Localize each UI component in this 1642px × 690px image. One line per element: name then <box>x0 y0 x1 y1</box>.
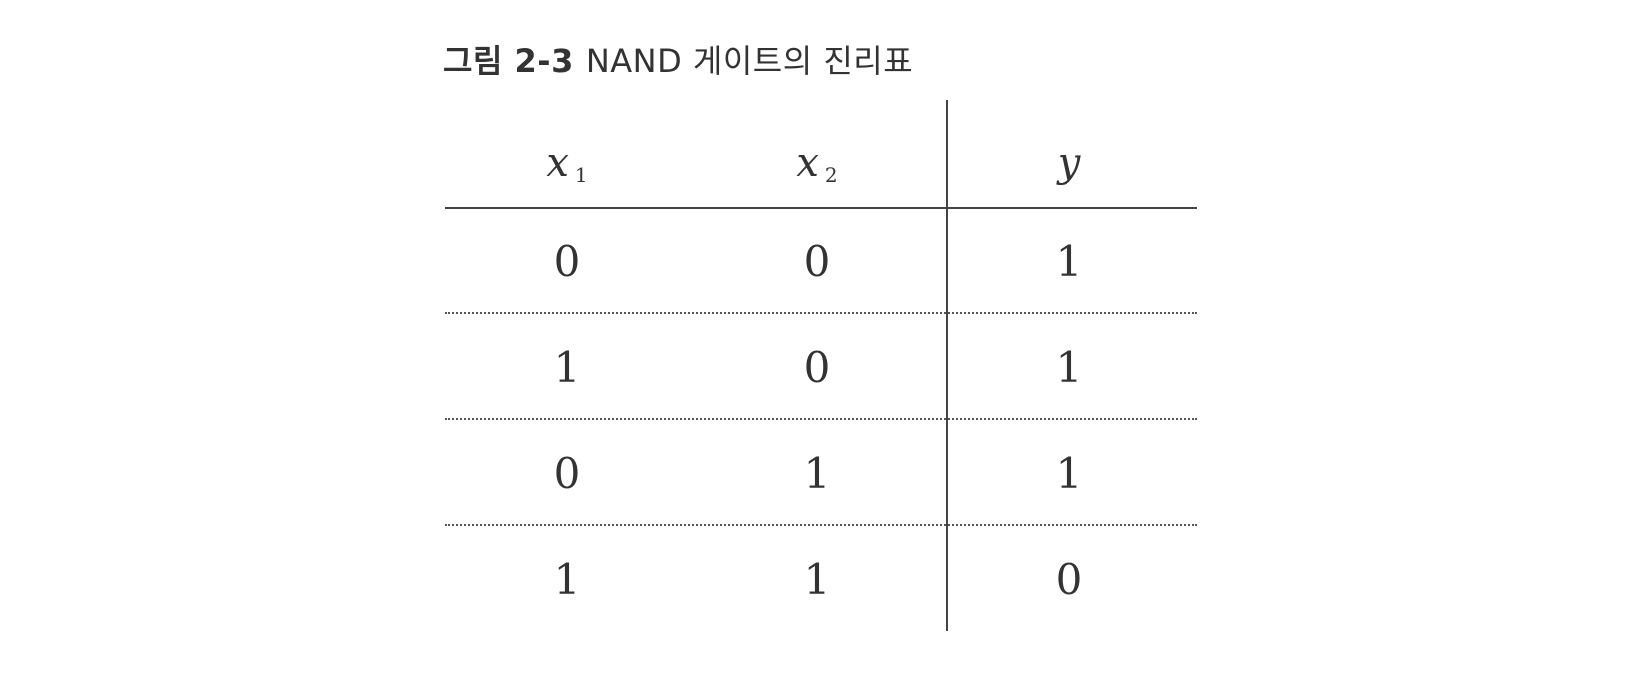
row-separator <box>445 312 1197 314</box>
figure-caption: 그림 2-3 NAND 게이트의 진리표 <box>443 36 913 82</box>
figure-title: NAND 게이트의 진리표 <box>585 42 914 80</box>
table-cell: 0 <box>803 237 831 286</box>
table-cell: 1 <box>803 555 831 604</box>
table-cell: 0 <box>553 237 581 286</box>
header-y-base: y <box>1057 140 1081 186</box>
column-divider <box>946 100 948 631</box>
table-cell: 0 <box>803 343 831 392</box>
header-x1-base: x <box>546 140 569 186</box>
table-cell: 1 <box>553 343 581 392</box>
figure-number: 그림 2-3 <box>443 42 574 80</box>
table-cell: 1 <box>1055 237 1083 286</box>
table-cell: 0 <box>553 449 581 498</box>
row-separator <box>445 418 1197 420</box>
header-x2-sub: 2 <box>824 163 838 187</box>
header-rule <box>445 207 1197 209</box>
header-y: y <box>969 138 1169 188</box>
table-cell: 1 <box>1055 449 1083 498</box>
header-x2-base: x <box>796 140 819 186</box>
table-cell: 1 <box>1055 343 1083 392</box>
table-cell: 1 <box>803 449 831 498</box>
header-x1-sub: 1 <box>574 163 588 187</box>
table-cell: 1 <box>553 555 581 604</box>
row-separator <box>445 524 1197 526</box>
table-cell: 0 <box>1055 555 1083 604</box>
